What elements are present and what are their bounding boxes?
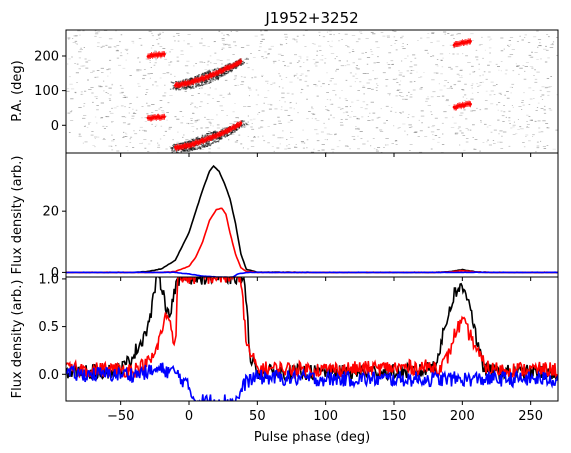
x-tick-label: 200 — [450, 409, 475, 424]
x-tick-label: 100 — [313, 409, 338, 424]
pa-point — [239, 121, 243, 125]
pa-track-2 — [146, 50, 166, 60]
pa-point — [239, 59, 243, 63]
x-tick-label: 50 — [249, 409, 266, 424]
plot-area — [66, 30, 558, 153]
flux-zoom-axis-label: Flux density (arb.) — [10, 280, 25, 399]
axes-frame — [65, 276, 559, 402]
x-tick-label: 150 — [382, 409, 407, 424]
pa-track-4 — [452, 38, 472, 49]
pa-point — [163, 52, 166, 56]
x-tick-label: 250 — [518, 409, 543, 424]
flux-density-zoom-panel: 0.0 0.5 1.0 — [38, 272, 559, 405]
x-tick-label: 0 — [185, 409, 193, 424]
position-angle-panel: 0 100 200 — [34, 29, 559, 157]
pa-track-0 — [173, 58, 243, 89]
series-total-line — [66, 164, 558, 274]
y-tick-label: 1.0 — [38, 272, 59, 287]
x-axis-label: Pulse phase (deg) — [254, 430, 370, 445]
series-linear-line — [66, 207, 558, 274]
axes-frame — [65, 152, 559, 278]
series-circular-line — [66, 271, 558, 277]
pa-track-1 — [173, 120, 243, 152]
pa-point — [469, 40, 472, 43]
pa-axis-label: P.A. (deg) — [10, 60, 25, 122]
y-tick-label: 0.0 — [38, 368, 59, 383]
y-tick-label: 0 — [51, 266, 59, 281]
y-tick-label: 0 — [51, 119, 59, 134]
plot-area — [66, 277, 558, 401]
series-circular-line — [66, 362, 558, 401]
pa-track-3 — [146, 113, 166, 122]
axes-frame — [65, 29, 559, 154]
pa-point — [163, 115, 166, 119]
pa-track-5 — [452, 100, 472, 111]
plot-area — [66, 164, 558, 277]
series-linear-line — [66, 277, 558, 380]
y-tick-label: 100 — [34, 84, 59, 99]
x-tick-label: −50 — [107, 409, 134, 424]
figure-title: J1952+3252 — [264, 9, 358, 27]
flux-axis-label: Flux density (arb.) — [10, 156, 25, 275]
series-total-line — [66, 277, 558, 382]
y-tick-label: 200 — [34, 49, 59, 64]
flux-density-panel: 0 20 — [42, 152, 559, 281]
y-tick-label: 0.5 — [38, 320, 59, 335]
x-tick-labels: −50 0 50 100 150 200 250 — [107, 409, 543, 424]
pa-point — [469, 102, 472, 106]
pa-background — [66, 30, 558, 153]
y-tick-label: 20 — [42, 205, 59, 220]
